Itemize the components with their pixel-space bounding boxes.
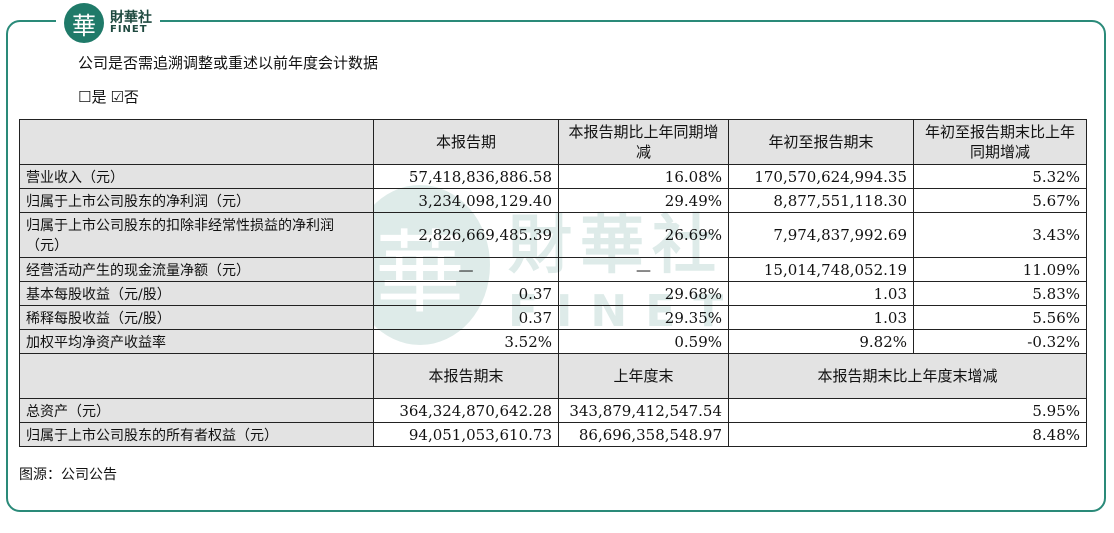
table-cell: — — [373, 257, 559, 282]
table-cell: 26.69% — [558, 212, 729, 258]
table-cell: 57,418,836,886.58 — [373, 164, 559, 189]
column-header: 年初至报告期末 — [728, 119, 914, 165]
table-cell: 1.03 — [728, 281, 914, 306]
table-row: 归属于上市公司股东的净利润（元） 3,234,098,129.40 29.49% 8,… — [19, 188, 1087, 213]
table-cell: 5.67% — [913, 188, 1087, 213]
table-cell: 16.08% — [558, 164, 729, 189]
checkbox-yes: ☐是 — [78, 88, 107, 106]
table-cell: 9.82% — [728, 329, 914, 354]
page-heading: 公司是否需追溯调整或重述以前年度会计数据 — [78, 54, 379, 72]
row-label: 经营活动产生的现金流量净额（元） — [19, 257, 374, 282]
table-row: 归属于上市公司股东的所有者权益（元） 94,051,053,610.73 86,69… — [19, 422, 1087, 447]
table-cell: 3.52% — [373, 329, 559, 354]
card-frame — [6, 20, 1106, 512]
table-header-row: 本报告期末 上年度末 本报告期末比上年度末增减 — [19, 353, 1087, 399]
table-cell: 343,879,412,547.54 — [558, 398, 729, 423]
table-cell: 7,974,837,992.69 — [728, 212, 914, 258]
brand-logo: 華 財華社 FINET — [56, 2, 160, 44]
row-label: 归属于上市公司股东的净利润（元） — [19, 188, 374, 213]
table-cell: 2,826,669,485.39 — [373, 212, 559, 258]
column-header — [19, 353, 374, 399]
column-header: 本报告期比上年同期增减 — [558, 119, 729, 165]
table-row: 基本每股收益（元/股） 0.37 29.68% 1.03 5.83% — [19, 281, 1087, 306]
table-cell: -0.32% — [913, 329, 1087, 354]
column-header: 本报告期 — [373, 119, 559, 165]
table-cell: 3.43% — [913, 212, 1087, 258]
table-row: 归属于上市公司股东的扣除非经常性损益的净利润（元） 2,826,669,485.3… — [19, 212, 1087, 258]
source-note: 图源：公司公告 — [19, 467, 117, 483]
table-row: 经营活动产生的现金流量净额（元） — —15,014,748,052.19 11.09… — [19, 257, 1087, 282]
row-label: 稀释每股收益（元/股） — [19, 305, 374, 330]
table-cell: 8.48% — [728, 422, 1087, 447]
financial-data-table: 本报告期 本报告期比上年同期增减 年初至报告期末 年初至报告期末比上年同期增减 营业收入… — [19, 119, 1087, 447]
table-cell: 364,324,870,642.28 — [373, 398, 559, 423]
table-cell: 0.59% — [558, 329, 729, 354]
table-cell: 94,051,053,610.73 — [373, 422, 559, 447]
table-cell: 11.09% — [913, 257, 1087, 282]
table-cell: — — [558, 257, 729, 282]
column-header: 年初至报告期末比上年同期增减 — [913, 119, 1087, 165]
row-label: 基本每股收益（元/股） — [19, 281, 374, 306]
row-label: 总资产（元） — [19, 398, 374, 423]
table-cell: 5.56% — [913, 305, 1087, 330]
table-row: 总资产（元） 364,324,870,642.28 343,879,412,547.… — [19, 398, 1087, 423]
restatement-checkboxes: ☐是 ☑否 — [78, 86, 139, 107]
brand-name-en: FINET — [110, 24, 148, 35]
column-header: 本报告期末 — [373, 353, 559, 399]
brand-badge-icon: 華 — [64, 3, 104, 43]
table-cell: 8,877,551,118.30 — [728, 188, 914, 213]
table-cell: 1.03 — [728, 305, 914, 330]
table-cell: 5.32% — [913, 164, 1087, 189]
table-header-row: 本报告期 本报告期比上年同期增减 年初至报告期末 年初至报告期末比上年同期增减 — [19, 119, 1087, 165]
table-cell: 170,570,624,994.35 — [728, 164, 914, 189]
column-header: 上年度末 — [558, 353, 729, 399]
table-cell: 86,696,358,548.97 — [558, 422, 729, 447]
checkbox-no: ☑否 — [110, 88, 139, 106]
table-cell: 0.37 — [373, 305, 559, 330]
table-cell: 29.35% — [558, 305, 729, 330]
table-row: 营业收入（元） 57,418,836,886.58 16.08% 170,570,62… — [19, 164, 1087, 189]
table-cell: 0.37 — [373, 281, 559, 306]
row-label: 营业收入（元） — [19, 164, 374, 189]
row-label: 归属于上市公司股东的扣除非经常性损益的净利润（元） — [19, 212, 374, 258]
table-row: 加权平均净资产收益率 3.52% 0.59% 9.82% -0.32% — [19, 329, 1087, 354]
row-label: 加权平均净资产收益率 — [19, 329, 374, 354]
table-cell: 29.68% — [558, 281, 729, 306]
brand-name-cn: 財華社 — [110, 10, 152, 26]
table-cell: 3,234,098,129.40 — [373, 188, 559, 213]
column-header — [19, 119, 374, 165]
row-label: 归属于上市公司股东的所有者权益（元） — [19, 422, 374, 447]
table-cell: 15,014,748,052.19 — [728, 257, 914, 282]
table-cell: 5.95% — [728, 398, 1087, 423]
table-row: 稀释每股收益（元/股） 0.37 29.35% 1.03 5.56% — [19, 305, 1087, 330]
table-cell: 29.49% — [558, 188, 729, 213]
table-cell: 5.83% — [913, 281, 1087, 306]
column-header: 本报告期末比上年度末增减 — [728, 353, 1087, 399]
